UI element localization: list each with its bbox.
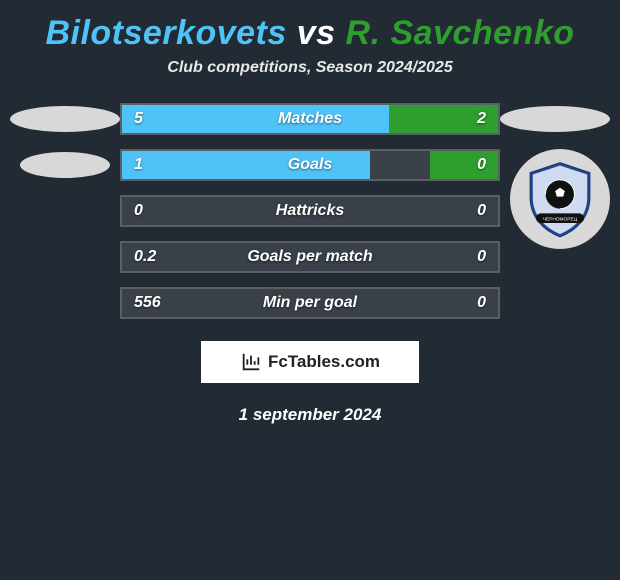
player1-name: Bilotserkovets <box>45 14 286 52</box>
club2-badge-holder: ЧЕРНОМОРЕЦ <box>510 149 610 249</box>
stat-value-left: 0 <box>134 202 143 220</box>
stat-value-right: 0 <box>477 156 486 174</box>
stat-bar: 1 Goals 0 <box>120 149 500 181</box>
stat-bar: 0 Hattricks 0 <box>120 195 500 227</box>
player1-placeholder <box>20 152 110 178</box>
stat-label: Matches <box>278 110 342 128</box>
stat-value-left: 1 <box>134 156 143 174</box>
stat-row: 5 Matches 2 <box>0 103 620 135</box>
season-subtitle: Club competitions, Season 2024/2025 <box>0 59 620 103</box>
club2-crest-icon: ЧЕРНОМОРЕЦ <box>520 159 600 239</box>
stat-label: Goals <box>288 156 332 174</box>
stat-value-left: 0.2 <box>134 248 156 266</box>
comparison-title: Bilotserkovets vs R. Savchenko <box>0 0 620 59</box>
stat-label: Min per goal <box>263 294 357 312</box>
stat-value-right: 0 <box>477 248 486 266</box>
stat-bar: 5 Matches 2 <box>120 103 500 135</box>
stat-label: Goals per match <box>247 248 372 266</box>
svg-text:ЧЕРНОМОРЕЦ: ЧЕРНОМОРЕЦ <box>543 217 578 223</box>
stats-block: 5 Matches 2 1 Goals 0 0 Hattricks 0 0.2 Goals per … <box>0 103 620 319</box>
stat-value-right: 0 <box>477 202 486 220</box>
branding-text: FcTables.com <box>268 352 380 372</box>
bar-right-fill <box>430 151 498 179</box>
stat-label: Hattricks <box>276 202 344 220</box>
club2-badge: ЧЕРНОМОРЕЦ <box>510 149 610 249</box>
chart-icon <box>240 351 262 373</box>
stat-bar: 556 Min per goal 0 <box>120 287 500 319</box>
right-side-slot <box>500 106 610 132</box>
stat-bar: 0.2 Goals per match 0 <box>120 241 500 273</box>
stat-row: 556 Min per goal 0 <box>0 287 620 319</box>
left-side-slot <box>10 152 120 178</box>
stat-value-left: 556 <box>134 294 161 312</box>
branding-banner[interactable]: FcTables.com <box>201 341 419 383</box>
stat-value-right: 0 <box>477 294 486 312</box>
stat-value-left: 5 <box>134 110 143 128</box>
player2-name: R. Savchenko <box>346 14 575 52</box>
bar-left-fill <box>122 105 389 133</box>
left-side-slot <box>10 106 120 132</box>
club1-placeholder <box>10 106 120 132</box>
stat-value-right: 2 <box>477 110 486 128</box>
vs-text: vs <box>297 14 336 52</box>
club2-placeholder-top <box>500 106 610 132</box>
bar-left-fill <box>122 151 370 179</box>
as-of-date: 1 september 2024 <box>0 405 620 425</box>
